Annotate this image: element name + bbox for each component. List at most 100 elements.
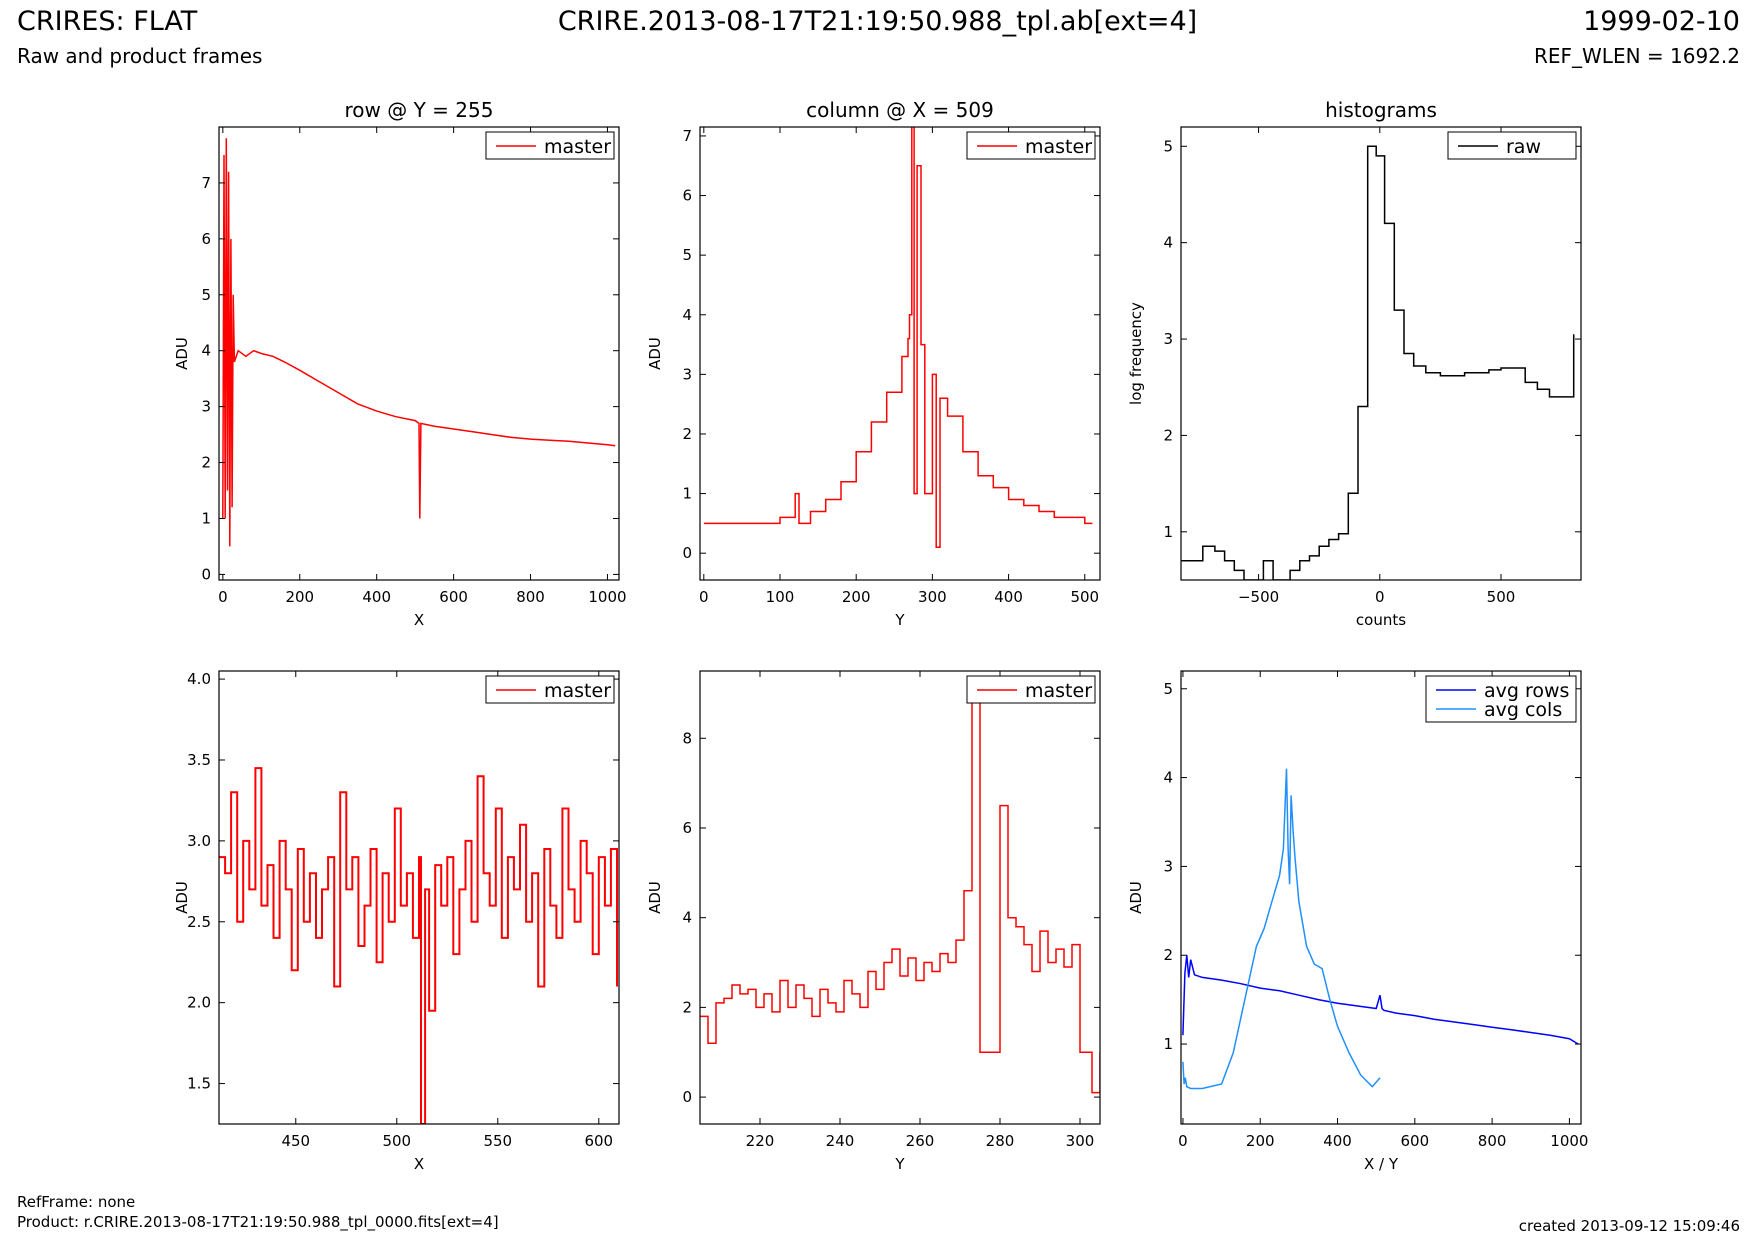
legend-box	[1425, 675, 1577, 723]
chart-panel-1: row @ Y = 255 0 200 400 600 800 1000 0 1 2 3 4 5 6 7 X A…	[173, 98, 627, 629]
y-tick-label: 2	[1163, 946, 1173, 964]
y-tick-label: 1	[682, 485, 692, 503]
x-tick-label: 200	[1246, 1132, 1275, 1150]
y-tick-label: 3	[1163, 330, 1173, 348]
y-tick-label: 2	[682, 998, 692, 1016]
x-tick-label: 260	[906, 1132, 935, 1150]
y-tick-label: 2	[682, 425, 692, 443]
x-tick-label: 400	[994, 588, 1023, 606]
y-tick-label: 5	[201, 286, 211, 304]
x-tick-label: 600	[584, 1132, 613, 1150]
y-tick-label: 3	[682, 365, 692, 383]
y-tick-label: 6	[682, 819, 692, 837]
y-tick-label: 4	[1163, 234, 1173, 252]
y-tick-label: 3	[201, 398, 211, 416]
report-subtitle: Raw and product frames	[17, 44, 263, 68]
legend-entry: master	[544, 680, 611, 702]
legend-entry: raw	[1506, 136, 1541, 158]
y-tick-label: 0	[682, 1088, 692, 1106]
x-tick-label: 0	[699, 588, 709, 606]
chart-panel-2: column @ X = 509 0 100 200 300 400 500 0 1 2 3 4 5 6 7…	[646, 98, 1101, 629]
y-tick-label: 4	[201, 342, 211, 360]
y-tick-label: 6	[682, 187, 692, 205]
x-tick-label: 800	[1478, 1132, 1507, 1150]
x-tick-label: 240	[826, 1132, 855, 1150]
plot-frame	[1180, 670, 1582, 1125]
y-axis-label: ADU	[1127, 881, 1145, 914]
y-tick-label: 2	[1163, 426, 1173, 444]
x-tick-label: 300	[918, 588, 947, 606]
legend: raw	[1447, 131, 1577, 160]
x-tick-label: 200	[842, 588, 871, 606]
report-title: CRIRES: FLAT	[17, 6, 198, 37]
y-tick-label: 5	[682, 246, 692, 264]
plot-frame	[218, 126, 620, 581]
y-tick-label: 7	[682, 127, 692, 145]
x-tick-label: 400	[1323, 1132, 1352, 1150]
legend: master	[966, 131, 1096, 160]
x-tick-label: 200	[285, 588, 314, 606]
x-axis-label: X	[414, 611, 424, 629]
x-tick-label: 220	[746, 1132, 775, 1150]
y-axis-label: ADU	[173, 881, 191, 914]
legend-entry: master	[1025, 680, 1092, 702]
y-tick-label: 6	[201, 230, 211, 248]
x-tick-label: 300	[1066, 1132, 1095, 1150]
y-tick-label: 4.0	[187, 670, 211, 688]
chart-panel-4: 450 500 550 600 1.5 2.0 2.5 3.0 3.5 4.0 X ADU master	[173, 670, 620, 1173]
legend: master	[485, 675, 615, 704]
x-tick-label: 0	[1178, 1132, 1188, 1150]
y-tick-label: 0	[682, 544, 692, 562]
x-tick-label: 600	[1400, 1132, 1429, 1150]
legend-entry: master	[544, 136, 611, 158]
legend-entry: avg rows	[1484, 680, 1569, 702]
chart-title: row @ Y = 255	[345, 98, 494, 122]
ref-wlen: REF_WLEN = 1692.2	[1533, 44, 1740, 68]
legend: master	[485, 131, 615, 160]
x-tick-label: 500	[382, 1132, 411, 1150]
file-title: CRIRE.2013-08-17T21:19:50.988_tpl.ab[ext…	[557, 6, 1198, 37]
x-axis-label: counts	[1356, 611, 1406, 629]
product-note: Product: r.CRIRE.2013-08-17T21:19:50.988…	[17, 1213, 499, 1231]
series-line-avg-cols	[1182, 768, 1381, 1090]
x-tick-label: 500	[1070, 588, 1099, 606]
x-tick-label: 0	[218, 588, 228, 606]
refframe-note: RefFrame: none	[17, 1193, 136, 1211]
x-tick-label: 600	[439, 588, 468, 606]
series-line-raw	[1181, 145, 1575, 580]
plot-frame	[699, 670, 1101, 1125]
legend-entry: master	[1025, 136, 1092, 158]
x-tick-label: 400	[362, 588, 391, 606]
x-tick-label: 500	[1487, 588, 1516, 606]
chart-panel-5: 220 240 260 280 300 0 2 4 6 8 Y ADU master	[646, 670, 1101, 1173]
chart-title: histograms	[1325, 98, 1437, 122]
series-line-master	[219, 767, 618, 1124]
y-tick-label: 2	[201, 454, 211, 472]
y-tick-label: 2.5	[187, 913, 211, 931]
y-axis-label: log frequency	[1127, 302, 1145, 405]
y-tick-label: 2.0	[187, 994, 211, 1012]
series-line-master	[700, 692, 1100, 1094]
x-axis-label: Y	[894, 1155, 905, 1173]
y-tick-label: 4	[682, 909, 692, 927]
chart-panel-3: histograms −500 0 500 1 2 3 4 5 counts log frequen…	[1127, 98, 1582, 629]
x-tick-label: 0	[1375, 588, 1385, 606]
x-tick-label: 800	[516, 588, 545, 606]
y-axis-label: ADU	[646, 881, 664, 914]
y-tick-label: 8	[682, 729, 692, 747]
y-tick-label: 4	[1163, 769, 1173, 787]
legend-entry: avg cols	[1484, 699, 1562, 721]
y-tick-label: 7	[201, 174, 211, 192]
y-tick-label: 5	[1163, 680, 1173, 698]
x-tick-label: 450	[281, 1132, 310, 1150]
x-tick-label: 1000	[1550, 1132, 1588, 1150]
series-line-master	[222, 138, 616, 547]
chart-panel-6: 0 200 400 600 800 1000 1 2 3 4 5 X / Y ADU avg rowsav…	[1127, 670, 1588, 1173]
y-tick-label: 3.5	[187, 751, 211, 769]
created-timestamp: created 2013-09-12 15:09:46	[1518, 1217, 1740, 1235]
y-tick-label: 1	[1163, 523, 1173, 541]
y-tick-label: 3.0	[187, 832, 211, 850]
legend: master	[966, 675, 1096, 704]
